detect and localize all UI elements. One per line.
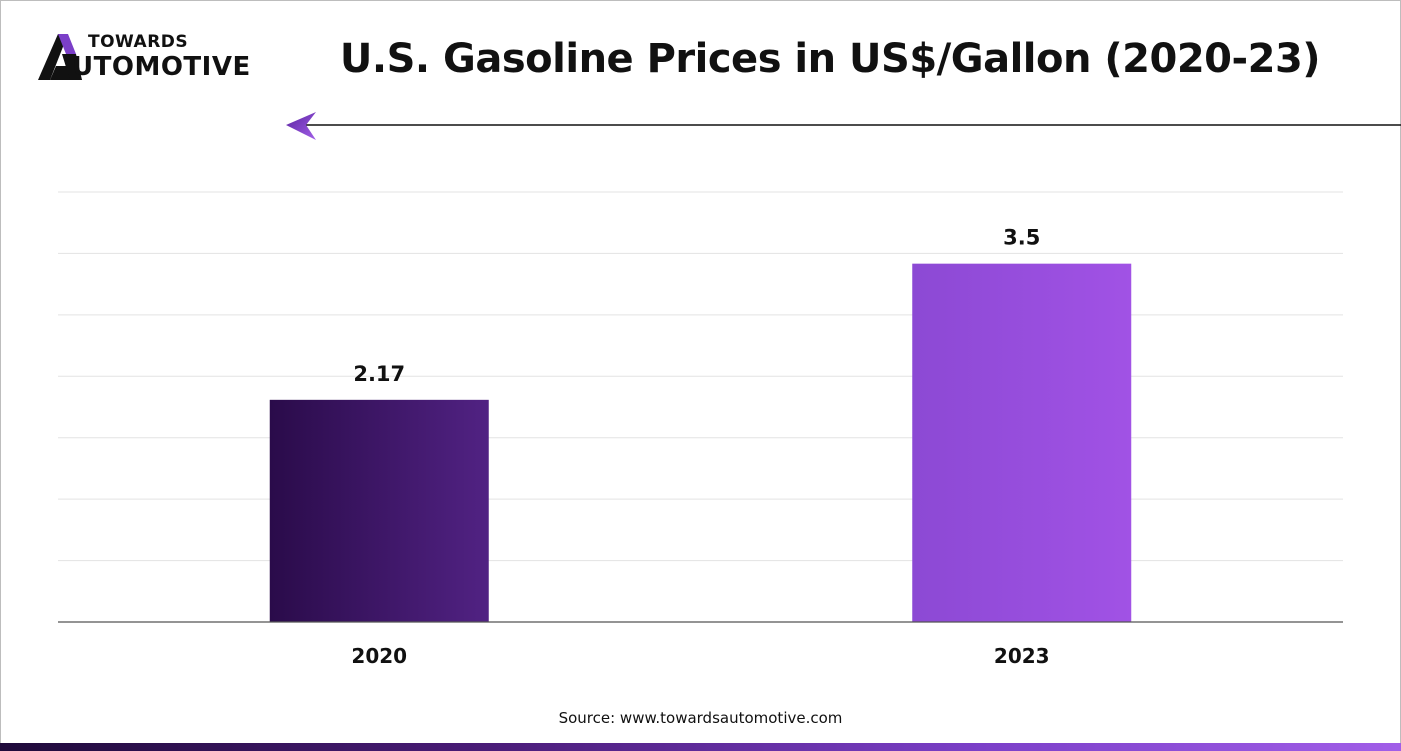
data-label-2020: 2.17	[353, 362, 405, 386]
gridlines	[58, 191, 1343, 562]
bottom-accent-bar	[0, 743, 1401, 751]
decorative-arrow	[286, 112, 1401, 140]
arrow-head-icon	[286, 112, 316, 140]
source-note: Source: www.towardsautomotive.com	[558, 709, 843, 727]
x-tick-labels: 2020 2023	[351, 644, 1049, 668]
logo-a-icon	[38, 34, 82, 80]
logo-text-top: TOWARDS	[88, 32, 189, 52]
x-tick-label-2020: 2020	[351, 644, 407, 668]
bar-2020	[269, 399, 489, 622]
logo-text-bottom: UTOMOTIVE	[72, 52, 251, 82]
chart-title: U.S. Gasoline Prices in US$/Gallon (2020…	[339, 36, 1321, 82]
data-label-2023: 3.5	[1003, 226, 1040, 250]
x-tick-label-2023: 2023	[994, 644, 1050, 668]
bar-2023	[912, 263, 1132, 622]
data-labels: 2.17 3.5	[353, 226, 1040, 386]
brand-logo: TOWARDS UTOMOTIVE	[36, 30, 286, 84]
bars	[269, 263, 1132, 622]
bar-chart: 2.17 3.5 2020 2023	[58, 191, 1343, 668]
